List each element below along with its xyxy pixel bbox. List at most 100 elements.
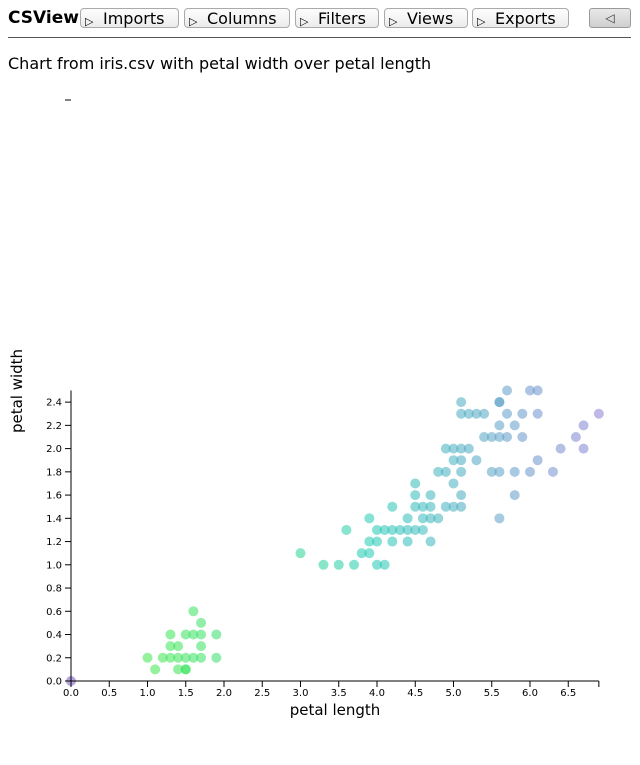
data-point bbox=[402, 524, 413, 535]
data-point bbox=[188, 652, 199, 663]
data-point bbox=[525, 466, 535, 477]
data-point bbox=[433, 466, 444, 477]
y-tick-label: 2.2 bbox=[46, 421, 62, 432]
data-point bbox=[165, 641, 176, 652]
data-point bbox=[463, 443, 474, 454]
data-point bbox=[410, 478, 421, 489]
data-point bbox=[173, 664, 184, 675]
data-point bbox=[440, 466, 451, 477]
x-tick-label: 6.0 bbox=[522, 688, 538, 699]
data-point bbox=[150, 664, 161, 675]
x-tick-label: 3.5 bbox=[331, 688, 347, 699]
data-point bbox=[402, 536, 413, 547]
data-point bbox=[494, 466, 505, 477]
y-tick-label: 0.6 bbox=[46, 607, 62, 618]
y-tick-label: 0.0 bbox=[46, 677, 62, 688]
data-point bbox=[440, 443, 451, 454]
data-point bbox=[142, 652, 153, 663]
data-point bbox=[494, 431, 505, 442]
data-point bbox=[349, 559, 360, 570]
data-point bbox=[318, 559, 329, 570]
data-point bbox=[417, 513, 428, 524]
data-point bbox=[356, 548, 367, 559]
data-point bbox=[456, 397, 467, 408]
data-point bbox=[502, 408, 513, 419]
data-point bbox=[456, 466, 467, 477]
data-point bbox=[593, 408, 604, 419]
data-point bbox=[196, 641, 207, 652]
data-point bbox=[180, 629, 191, 640]
data-point bbox=[448, 501, 459, 512]
filters-menu-label: Filters bbox=[318, 9, 366, 28]
y-tick-label: 1.0 bbox=[46, 560, 62, 571]
x-tick-label: 5.0 bbox=[446, 688, 462, 699]
data-point bbox=[517, 408, 528, 419]
data-point bbox=[180, 664, 191, 675]
data-point bbox=[425, 513, 436, 524]
data-point bbox=[433, 513, 444, 524]
data-point bbox=[364, 548, 375, 559]
data-point bbox=[486, 431, 497, 442]
triangle-right-icon: ▷ bbox=[477, 15, 486, 28]
columns-menu-label: Columns bbox=[207, 9, 277, 28]
data-point bbox=[196, 629, 207, 640]
data-point bbox=[379, 524, 390, 535]
data-point bbox=[211, 652, 222, 663]
x-tick-label: 5.5 bbox=[484, 688, 500, 699]
data-point bbox=[448, 478, 459, 489]
exports-menu-button[interactable]: ▷ Exports bbox=[472, 8, 569, 28]
data-point bbox=[188, 606, 199, 617]
data-point bbox=[471, 408, 482, 419]
data-point bbox=[509, 420, 520, 431]
data-point bbox=[196, 652, 207, 663]
data-point bbox=[578, 420, 589, 431]
columns-menu-button[interactable]: ▷ Columns bbox=[184, 8, 290, 28]
exports-menu-label: Exports bbox=[495, 9, 556, 28]
data-point bbox=[387, 524, 398, 535]
data-point bbox=[456, 490, 467, 501]
data-point bbox=[456, 408, 467, 419]
data-point bbox=[188, 629, 199, 640]
data-point bbox=[372, 536, 382, 547]
triangle-right-icon: ▷ bbox=[85, 15, 94, 28]
x-tick-label: 0.5 bbox=[101, 688, 117, 699]
data-point bbox=[173, 652, 184, 663]
data-point bbox=[486, 466, 497, 477]
data-point bbox=[471, 455, 482, 466]
triangle-right-icon: ▷ bbox=[300, 15, 309, 28]
x-axis-label: petal length bbox=[290, 701, 381, 719]
y-tick-label: 1.8 bbox=[46, 467, 62, 478]
data-point bbox=[387, 501, 398, 512]
axes-layer: 0.0 0.5 1.0 1.5 2.0 2.5 3.0 3.5 4.0 4.5 5.0 5.5 6.0 6… bbox=[46, 99, 600, 699]
data-point bbox=[570, 431, 581, 442]
views-menu-button[interactable]: ▷ Views bbox=[384, 8, 468, 28]
x-tick-label: 2.0 bbox=[216, 688, 232, 699]
data-point bbox=[448, 443, 459, 454]
data-point bbox=[509, 490, 520, 501]
y-tick-label: 0.4 bbox=[46, 630, 62, 641]
toolbar: CSView ▷ Imports ▷ Columns ▷ Filters ▷ Views… bbox=[0, 0, 640, 38]
data-point bbox=[509, 466, 520, 477]
x-tick-label: 2.5 bbox=[254, 688, 270, 699]
data-point bbox=[333, 559, 344, 570]
filters-menu-button[interactable]: ▷ Filters bbox=[295, 8, 379, 28]
y-tick-label: 2.0 bbox=[46, 444, 62, 455]
data-point bbox=[211, 629, 222, 640]
data-point bbox=[479, 408, 490, 419]
data-point bbox=[463, 408, 474, 419]
imports-menu-button[interactable]: ▷ Imports bbox=[80, 8, 179, 28]
data-point bbox=[165, 629, 176, 640]
points-layer bbox=[66, 385, 604, 686]
data-point bbox=[494, 397, 505, 408]
data-point bbox=[456, 501, 467, 512]
data-point bbox=[417, 524, 428, 535]
data-point bbox=[502, 431, 513, 442]
data-point bbox=[456, 443, 467, 454]
collapse-panel-button[interactable]: ◁ bbox=[589, 8, 631, 28]
data-point bbox=[364, 513, 375, 524]
y-axis-label: petal width bbox=[8, 349, 26, 433]
x-tick-label: 4.0 bbox=[369, 688, 385, 699]
data-point bbox=[555, 443, 566, 454]
data-point bbox=[341, 524, 352, 535]
